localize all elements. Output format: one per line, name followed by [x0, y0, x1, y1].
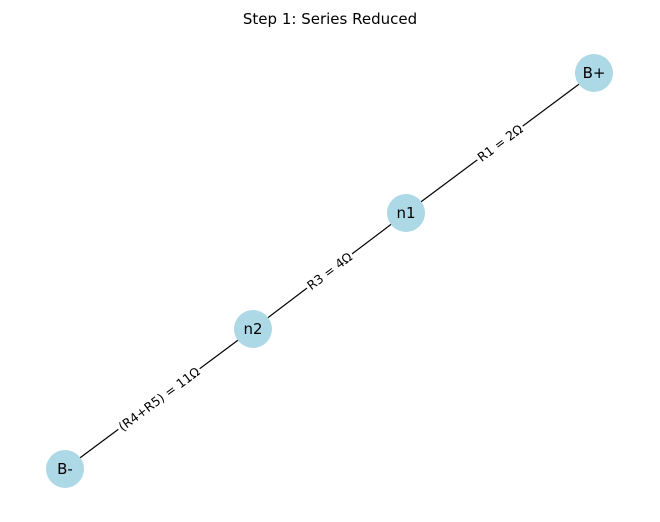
edge-label-group: (R4+R5) = 11Ω	[113, 362, 205, 436]
edge-label-background	[472, 119, 528, 167]
diagram-title: Step 1: Series Reduced	[243, 10, 417, 28]
edge-label: R1 = 2Ω	[474, 121, 525, 165]
node-n2	[234, 310, 272, 348]
node-label-bplus: B+	[583, 64, 606, 82]
edge-label: (R4+R5) = 11Ω	[115, 364, 202, 434]
node-label-n1: n1	[396, 204, 415, 222]
node-bplus	[575, 54, 613, 92]
edge-label-background	[113, 362, 205, 436]
node-n1	[387, 194, 425, 232]
node-label-bminus: B-	[57, 460, 73, 478]
nodes-layer: B+ n1 n2 B-	[46, 54, 613, 488]
edge-label: R3 = 4Ω	[304, 249, 355, 293]
edge-label-background	[302, 247, 357, 295]
edge-labels-layer: R1 = 2Ω R3 = 4Ω (R4+R5) = 11Ω	[113, 119, 528, 436]
node-bminus	[46, 450, 84, 488]
edge-label-group: R3 = 4Ω	[302, 247, 357, 295]
node-label-n2: n2	[243, 320, 262, 338]
edge-label-group: R1 = 2Ω	[472, 119, 528, 167]
